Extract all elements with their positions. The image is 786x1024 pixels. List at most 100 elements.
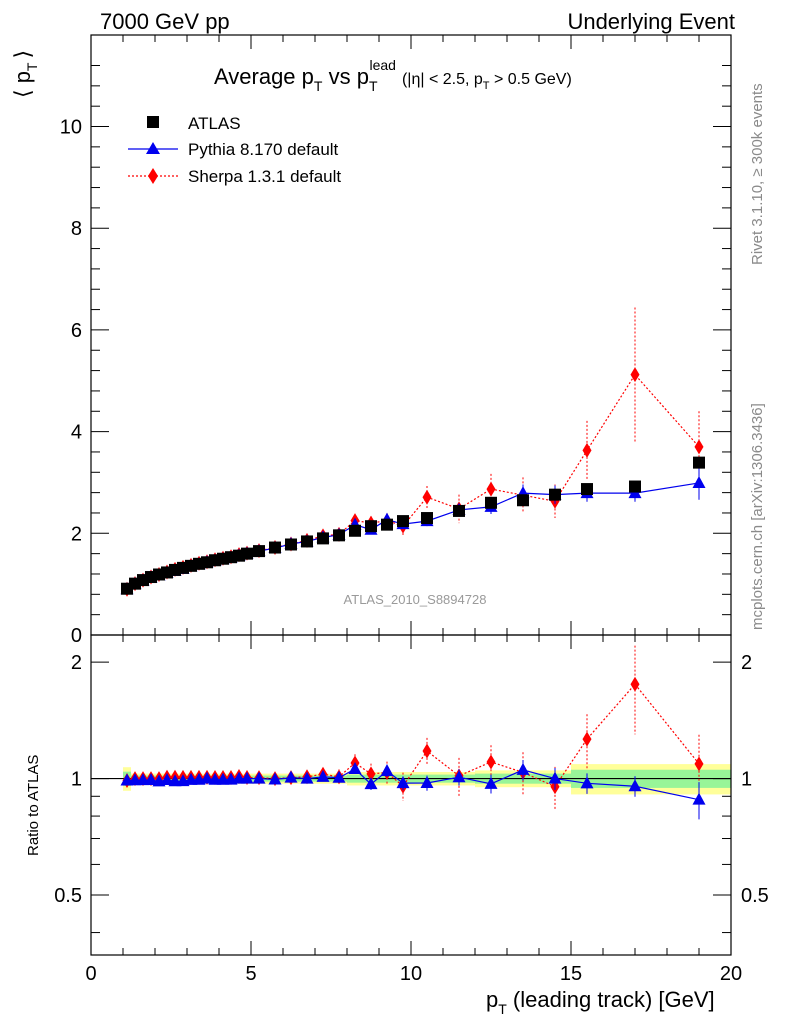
atlas-data-point (381, 518, 393, 531)
atlas-data-point (453, 504, 465, 517)
ratio-data-point (268, 772, 282, 785)
ratio-y-tick-label-right: 1 (741, 769, 752, 791)
analysis-watermark: ATLAS_2010_S8894728 (344, 592, 487, 607)
title-sup2: lead (370, 57, 396, 73)
x-tick-label: 5 (245, 963, 256, 985)
main-series-line (126, 482, 700, 590)
rivet-label: Rivet 3.1.10, ≥ 300k events (749, 83, 766, 265)
atlas-data-point (333, 529, 345, 542)
ratio-data-point (348, 762, 362, 775)
mcplots-label: mcplots.cern.ch [arXiv:1306.3436] (749, 403, 766, 630)
legend-item-pythia: Pythia 8.170 default (128, 140, 339, 159)
ratio-data-point (364, 777, 378, 790)
atlas-data-point (693, 456, 705, 469)
ratio-data-point (316, 769, 330, 782)
ratio-data-point (396, 776, 410, 789)
ratio-data-point (582, 731, 592, 747)
y-tick-label: 6 (71, 320, 82, 342)
main-data-point (582, 442, 592, 458)
atlas-data-point (629, 480, 641, 493)
atlas-data-point (485, 496, 497, 509)
x-label-p: p (486, 987, 498, 1012)
y-tick-label: 4 (71, 422, 82, 444)
atlas-data-point (349, 524, 361, 537)
ratio-data-point (160, 772, 174, 785)
ratio-data-point (548, 771, 562, 784)
atlas-data-point (285, 538, 297, 551)
ratio-data-point (420, 776, 434, 789)
header-right-label: Underlying Event (567, 9, 735, 34)
ratio-data-point (486, 754, 496, 770)
ratio-y-tick-label-right: 2 (741, 652, 752, 674)
main-data-point (486, 481, 496, 497)
ratio-y-tick-label-left: 0.5 (54, 885, 82, 907)
atlas-data-point (581, 483, 593, 496)
ratio-y-tick-label-left: 1 (71, 769, 82, 791)
ratio-data-point (284, 770, 298, 783)
ratio-data-point (580, 776, 594, 789)
atlas-series (121, 456, 705, 595)
legend-label-sherpa: Sherpa 1.3.1 default (188, 167, 341, 186)
title-mid: vs p (322, 64, 368, 89)
title-cut-sub: T (483, 80, 490, 92)
title-cut-a: (|η| < 2.5, p (402, 71, 483, 88)
ratio-data-point (452, 770, 466, 783)
y-tick-label: 8 (71, 218, 82, 240)
atlas-data-point (421, 512, 433, 525)
ratio-data-point (630, 676, 640, 692)
y-label-sub: T (24, 62, 40, 71)
legend-marker-sherpa (148, 168, 158, 184)
ratio-data-point (422, 743, 432, 759)
title-main: Average p (214, 64, 314, 89)
legend-label-pythia: Pythia 8.170 default (188, 140, 339, 159)
title-sub2: T (369, 78, 378, 94)
legend-item-atlas: ATLAS (147, 114, 241, 133)
ratio-data-point (332, 770, 346, 783)
ratio-data-point (200, 771, 214, 784)
atlas-data-point (317, 532, 329, 545)
atlas-data-point (241, 547, 253, 560)
main-data-point (630, 367, 640, 383)
x-tick-label: 10 (400, 963, 422, 985)
legend-label-atlas: ATLAS (188, 114, 241, 133)
title-cut-b: > 0.5 GeV) (490, 71, 572, 88)
x-label-rest: (leading track) [GeV] (507, 987, 715, 1012)
x-tick-label: 15 (560, 963, 582, 985)
main-data-point (694, 439, 704, 455)
ratio-data-point (300, 771, 314, 784)
ratio-data-point (516, 762, 530, 775)
y-axis-label-ratio: Ratio to ATLAS (25, 755, 42, 856)
atlas-data-point (549, 488, 561, 501)
ratio-data-point (252, 771, 266, 784)
axis-ticks: 0 5 10 15 20 0 2 4 6 8 10 0.5 0.5 1 1 2 2 (54, 35, 769, 985)
legend-marker-pythia (146, 142, 160, 154)
x-tick-label: 0 (85, 963, 96, 985)
atlas-data-point (253, 545, 265, 558)
header-left-label: 7000 GeV pp (100, 9, 230, 34)
legend-marker-atlas (147, 116, 159, 128)
ratio-data-point (692, 792, 706, 805)
legend: ATLAS Pythia 8.170 default Sherpa 1.3.1 … (128, 114, 341, 186)
ratio-data-point (484, 776, 498, 789)
atlas-data-point (269, 541, 281, 554)
x-label-sub: T (498, 1001, 507, 1017)
x-axis-label: pT (leading track) [GeV] (486, 987, 715, 1017)
y-tick-label: 2 (71, 523, 82, 545)
main-plot-frame (90, 34, 732, 636)
y-tick-label: 0 (71, 625, 82, 647)
atlas-data-point (301, 535, 313, 548)
atlas-data-point (365, 520, 377, 533)
ratio-y-tick-label-left: 2 (71, 652, 82, 674)
ratio-data-point (380, 764, 394, 777)
x-tick-label: 20 (720, 963, 742, 985)
ratio-y-tick-label-right: 0.5 (741, 885, 769, 907)
title-sub1: T (314, 78, 323, 94)
ratio-data-point (240, 771, 254, 784)
ratio-data-point (694, 756, 704, 772)
y-tick-label: 10 (60, 117, 82, 139)
atlas-data-point (517, 494, 529, 507)
y-axis-label-main: ⟨ pT ⟩ (10, 50, 40, 98)
main-data-point (422, 489, 432, 505)
ratio-data-point (628, 779, 642, 792)
